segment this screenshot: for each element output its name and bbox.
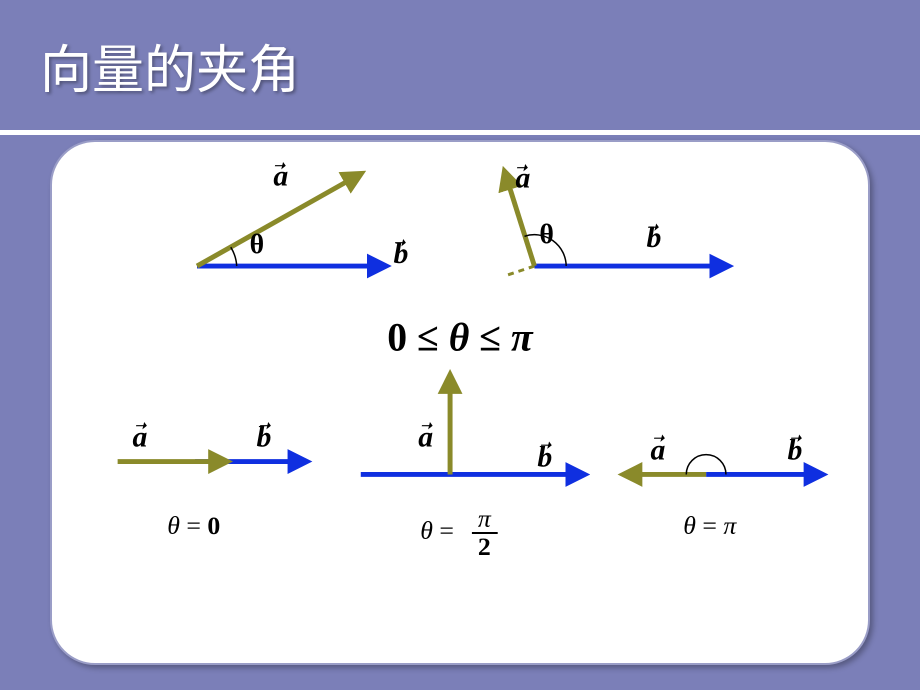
label-a5: a [651,434,666,467]
diagram-obtuse: ➝ a ➝ b θ [505,161,728,276]
label-b5: b [787,434,802,467]
label-a4: a [418,421,433,454]
svg-text:π: π [478,504,492,533]
label-b2: b [647,221,662,254]
diagram-canvas: ➝ a ➝ b θ ➝ a ➝ b θ 0 ≤ θ ≤ π [52,142,868,663]
label-b3: b [257,421,272,454]
slide: 向量的夹角 ➝ a ➝ b θ [0,0,920,690]
label-b4: b [537,441,552,474]
label-b: b [394,237,409,270]
label-a2: a [516,162,531,195]
slide-title: 向量的夹角 [40,28,300,103]
title-bar: 向量的夹角 [0,0,920,135]
svg-text:θ =: θ = [420,516,454,545]
label-theta: θ [250,229,264,260]
diagram-acute: ➝ a ➝ b θ [197,159,408,270]
diagram-pi: ➝ a ➝ b θ = π [624,432,822,540]
label-a: a [273,160,288,193]
diagram-right-angle: ➝ a ➝ b θ = π 2 [361,375,584,561]
label-a3: a [133,421,148,454]
diagram-zero: ➝ a ➝ b θ = 0 [118,419,307,540]
main-formula: 0 ≤ θ ≤ π [387,315,534,359]
label-theta2: θ [539,219,554,250]
formula-pi-half: θ = π 2 [420,504,497,561]
svg-text:2: 2 [478,532,491,561]
formula-pi: θ = π [683,511,737,540]
formula-zero: θ = 0 [167,511,220,540]
content-panel: ➝ a ➝ b θ ➝ a ➝ b θ 0 ≤ θ ≤ π [50,140,870,665]
